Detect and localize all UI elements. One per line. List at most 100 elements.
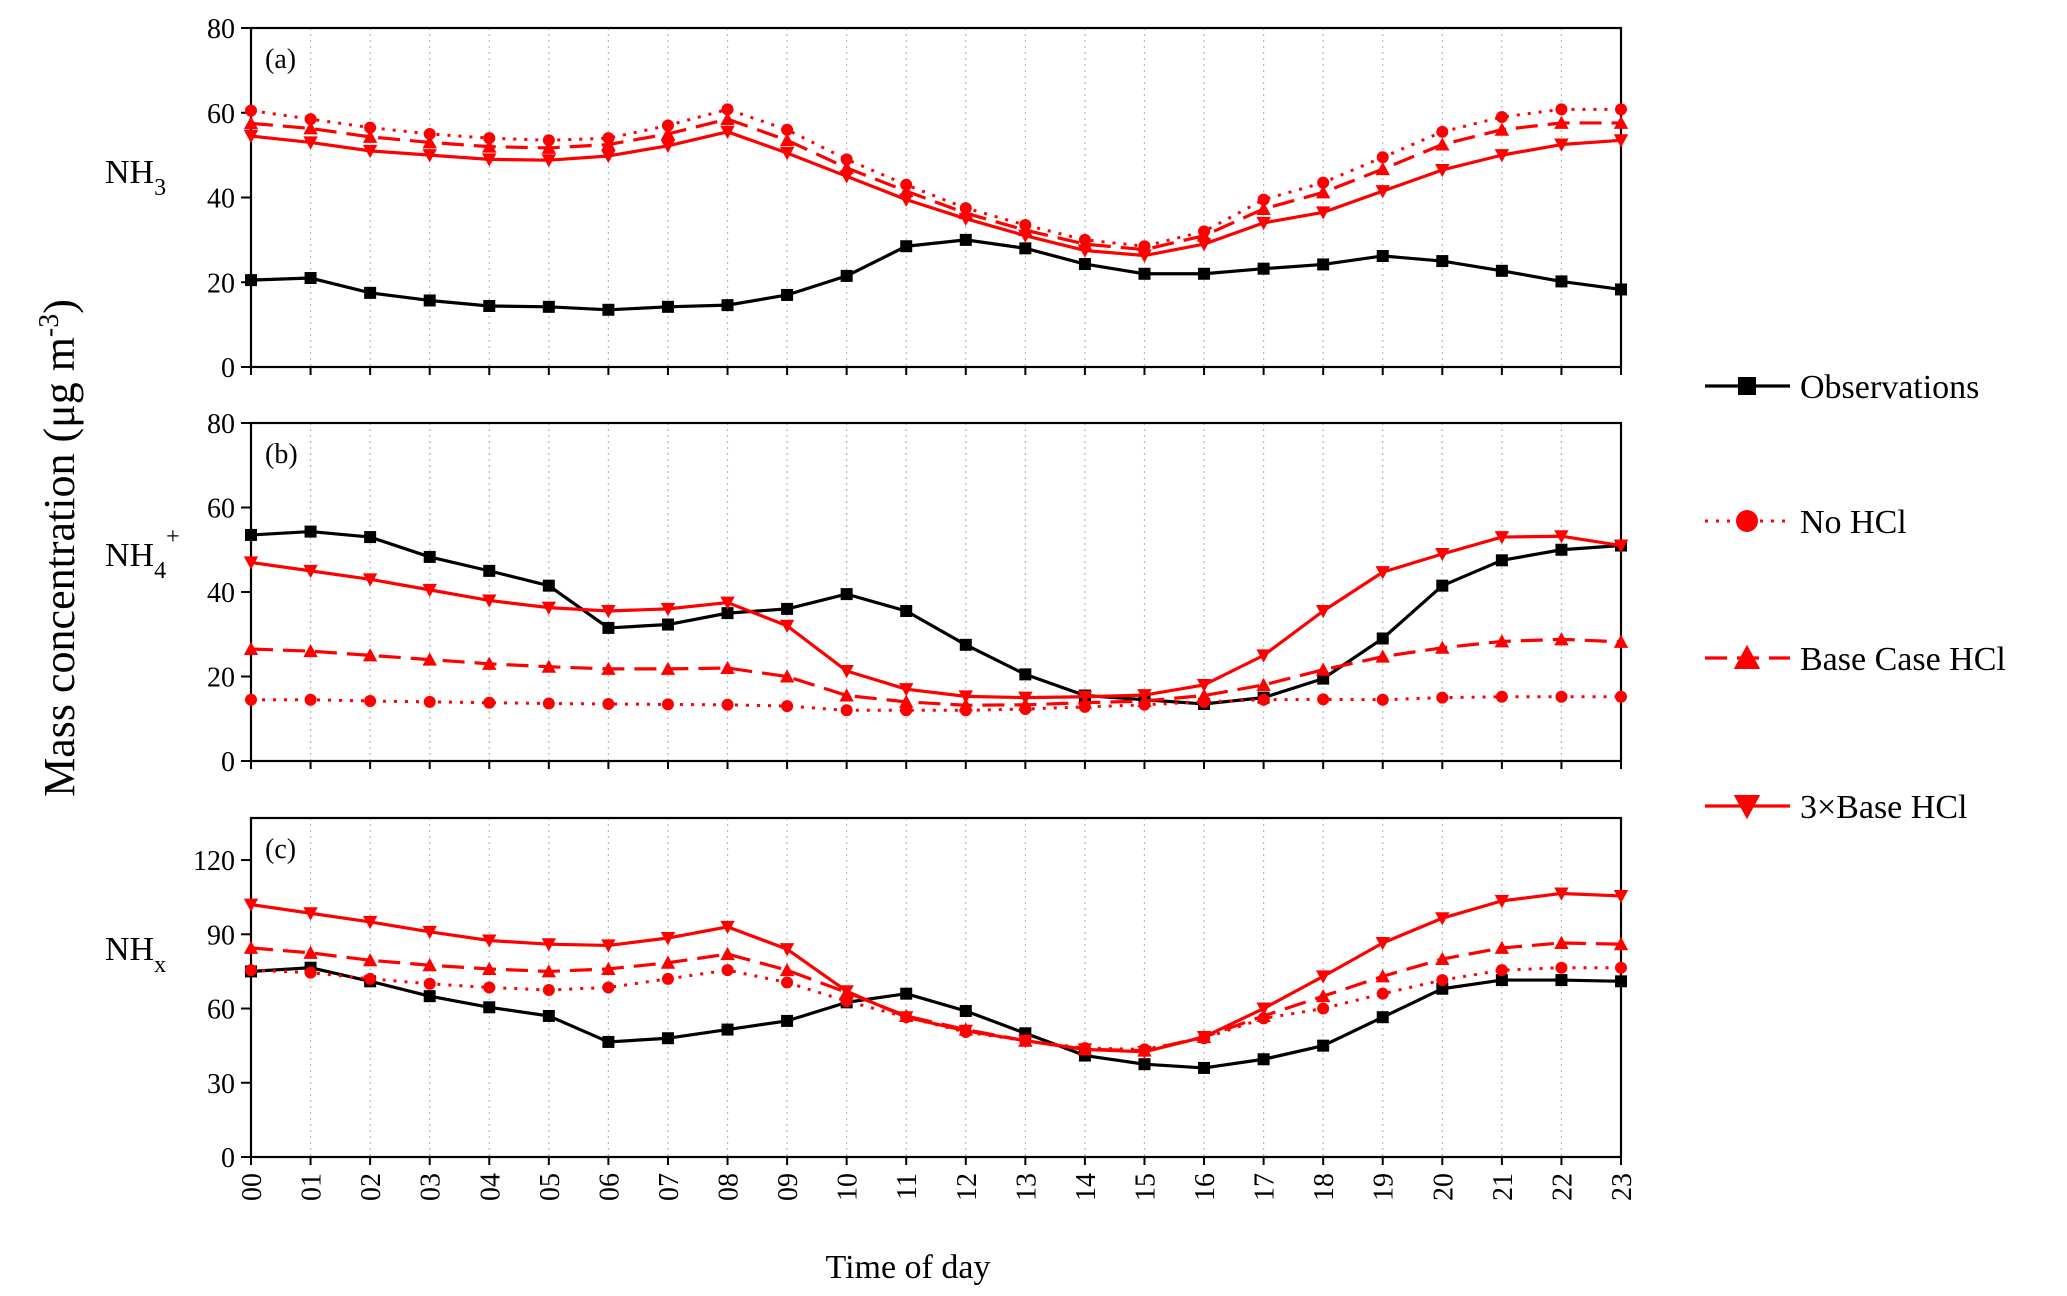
data-point — [721, 103, 734, 116]
legend-item: Base Case HCl — [1705, 641, 2006, 678]
data-point — [1256, 677, 1271, 691]
data-point — [364, 286, 377, 299]
data-point — [779, 943, 795, 957]
data-point — [900, 987, 913, 1000]
x-tick-label: 06 — [594, 1173, 625, 1201]
data-point — [243, 898, 259, 912]
legend-label: Observations — [1800, 369, 1979, 406]
data-point — [958, 698, 973, 712]
x-tick-label: 22 — [1547, 1173, 1578, 1201]
data-point — [721, 299, 734, 312]
data-point — [304, 272, 317, 285]
y-tick-label: 80 — [207, 14, 235, 45]
data-point — [1613, 134, 1629, 148]
data-point — [602, 697, 615, 710]
data-point — [1137, 1045, 1152, 1060]
data-point — [423, 127, 436, 140]
data-point — [1376, 693, 1389, 706]
panel-c: 0 30 60 90 120 00 01 02 03 04 05 06 07 08 09 10 11 12 13 14… — [105, 816, 1638, 1201]
data-point — [303, 907, 318, 921]
data-point — [601, 961, 616, 975]
data-point — [1494, 634, 1510, 648]
data-point — [1436, 974, 1449, 987]
data-point — [1554, 138, 1569, 152]
x-tick-label: 17 — [1250, 1173, 1281, 1201]
x-tick-label: 10 — [833, 1173, 864, 1201]
data-point — [1494, 940, 1510, 954]
data-point — [243, 641, 259, 656]
series-line — [250, 534, 1622, 700]
x-tick-label: 11 — [892, 1173, 923, 1200]
data-point — [483, 564, 496, 577]
panel-label: (a) — [265, 44, 296, 75]
data-point — [1376, 1011, 1389, 1024]
y-tick-label: 90 — [207, 920, 235, 951]
data-point — [660, 602, 676, 617]
data-point — [1257, 262, 1270, 275]
series-3-base-hcl — [243, 125, 1629, 263]
species-subscript: 3 — [154, 175, 166, 201]
data-point — [1077, 1043, 1093, 1057]
data-point — [422, 149, 437, 163]
data-point — [1137, 689, 1152, 703]
x-tick-label: 18 — [1309, 1173, 1340, 1201]
data-point — [542, 1009, 555, 1022]
data-point — [362, 573, 378, 587]
data-point — [362, 648, 378, 662]
data-point — [542, 300, 555, 313]
data-point — [660, 661, 676, 675]
data-point — [243, 116, 259, 130]
data-point — [781, 602, 794, 615]
data-point — [1375, 936, 1390, 951]
data-point — [899, 1011, 914, 1025]
data-point — [660, 955, 676, 969]
data-point — [423, 294, 436, 307]
data-point — [304, 693, 317, 706]
data-point — [1317, 693, 1330, 706]
data-point — [1615, 283, 1627, 296]
series-3-base-hcl — [243, 530, 1629, 705]
data-point — [303, 643, 318, 658]
data-point — [721, 698, 734, 711]
y-tick-label: 40 — [207, 184, 235, 215]
data-point — [482, 594, 497, 608]
data-point — [781, 288, 794, 301]
data-point — [422, 135, 437, 149]
plot-frame — [249, 816, 1623, 1159]
data-point — [900, 240, 913, 253]
data-point — [1613, 634, 1629, 648]
legend-label: Base Case HCl — [1800, 641, 2006, 678]
y-tick-label: 0 — [221, 747, 235, 778]
data-point — [1375, 161, 1390, 176]
x-tick-label: 07 — [654, 1173, 685, 1201]
data-point — [840, 269, 853, 282]
panel-b: 0 20 40 60 80 (b) NH4+ — [105, 409, 1629, 778]
data-point — [720, 946, 735, 961]
x-tick-label: 01 — [297, 1173, 328, 1201]
data-point — [1138, 1058, 1151, 1071]
data-point — [661, 119, 674, 132]
legend-marker — [1736, 510, 1758, 532]
data-point — [959, 233, 972, 246]
data-point — [661, 1032, 674, 1045]
data-point — [779, 133, 795, 147]
data-point — [602, 303, 615, 316]
data-point — [483, 1001, 496, 1014]
data-point — [660, 139, 676, 154]
y-tick-label: 60 — [207, 995, 235, 1026]
species-label: NH4+ — [105, 524, 180, 584]
data-point — [1615, 961, 1627, 974]
data-point — [542, 697, 555, 710]
series-observations — [245, 233, 1627, 316]
data-point — [959, 1005, 972, 1018]
data-point — [839, 985, 854, 999]
data-point — [1317, 1002, 1330, 1015]
data-point — [1198, 1061, 1211, 1074]
data-point — [423, 695, 436, 708]
data-point — [1436, 982, 1449, 995]
legend-marker — [1733, 795, 1761, 820]
data-point — [602, 981, 615, 994]
series-line — [250, 130, 1622, 258]
